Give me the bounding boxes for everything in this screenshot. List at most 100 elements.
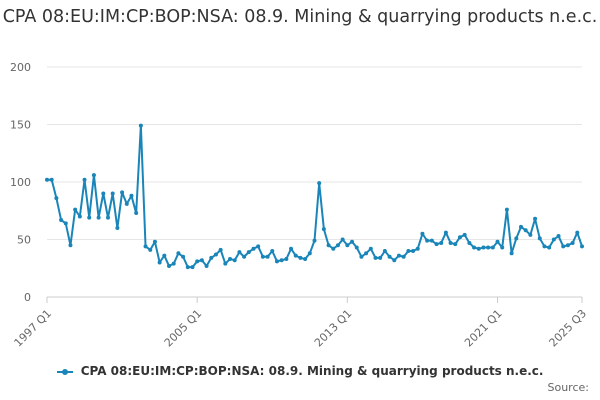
data-point[interactable] — [368, 246, 373, 251]
data-point[interactable] — [340, 237, 345, 242]
data-point[interactable] — [270, 249, 275, 253]
data-point[interactable] — [45, 177, 49, 182]
data-point[interactable] — [152, 239, 157, 244]
data-point[interactable] — [439, 240, 444, 245]
data-point[interactable] — [396, 253, 401, 258]
data-point[interactable] — [495, 239, 500, 244]
data-point[interactable] — [115, 226, 120, 230]
data-point[interactable] — [228, 257, 233, 262]
data-point[interactable] — [218, 247, 223, 252]
data-point[interactable] — [547, 245, 552, 250]
data-point[interactable] — [467, 240, 472, 245]
data-point[interactable] — [303, 257, 308, 262]
data-point[interactable] — [82, 177, 87, 182]
data-point[interactable] — [209, 255, 214, 260]
data-point[interactable] — [256, 244, 261, 249]
data-point[interactable] — [359, 254, 364, 259]
data-point[interactable] — [204, 263, 209, 268]
data-point[interactable] — [570, 240, 575, 245]
data-point[interactable] — [96, 215, 101, 220]
data-point[interactable] — [335, 243, 340, 248]
data-point[interactable] — [481, 245, 486, 250]
data-point[interactable] — [87, 215, 92, 220]
data-point[interactable] — [490, 245, 495, 250]
data-point[interactable] — [284, 257, 289, 262]
data-point[interactable] — [504, 207, 509, 212]
data-point[interactable] — [190, 265, 195, 270]
data-point[interactable] — [223, 261, 228, 266]
data-point[interactable] — [551, 237, 556, 242]
data-point[interactable] — [392, 258, 397, 263]
data-point[interactable] — [237, 250, 242, 255]
data-point[interactable] — [565, 243, 570, 248]
data-point[interactable] — [514, 236, 519, 241]
data-point[interactable] — [167, 263, 172, 268]
data-point[interactable] — [162, 253, 167, 258]
data-point[interactable] — [317, 181, 322, 186]
data-point[interactable] — [350, 239, 355, 244]
data-point[interactable] — [401, 254, 406, 259]
data-point[interactable] — [476, 246, 481, 251]
data-point[interactable] — [134, 211, 139, 216]
data-point[interactable] — [185, 265, 190, 270]
data-point[interactable] — [63, 221, 68, 226]
data-point[interactable] — [54, 196, 59, 201]
data-point[interactable] — [195, 259, 200, 264]
data-point[interactable] — [575, 230, 580, 235]
data-point[interactable] — [354, 245, 359, 250]
data-point[interactable] — [232, 258, 237, 263]
data-point[interactable] — [293, 253, 298, 258]
data-point[interactable] — [138, 123, 143, 128]
data-point[interactable] — [406, 249, 411, 253]
data-point[interactable] — [429, 238, 434, 243]
data-point[interactable] — [373, 255, 378, 260]
data-point[interactable] — [387, 254, 392, 259]
data-point[interactable] — [462, 232, 467, 237]
data-point[interactable] — [364, 251, 369, 256]
data-point[interactable] — [307, 251, 312, 256]
data-point[interactable] — [49, 177, 54, 182]
data-point[interactable] — [443, 230, 448, 235]
data-point[interactable] — [411, 249, 416, 253]
data-point[interactable] — [533, 216, 538, 221]
data-point[interactable] — [129, 193, 134, 198]
data-point[interactable] — [289, 246, 294, 251]
data-point[interactable] — [91, 173, 96, 178]
data-point[interactable] — [312, 238, 317, 243]
data-point[interactable] — [420, 231, 425, 236]
data-point[interactable] — [143, 244, 148, 249]
data-point[interactable] — [199, 258, 204, 263]
data-point[interactable] — [382, 249, 387, 253]
legend[interactable]: CPA 08:EU:IM:CP:BOP:NSA: 08.9. Mining & … — [0, 364, 600, 378]
data-point[interactable] — [279, 258, 284, 263]
data-point[interactable] — [448, 240, 453, 245]
data-point[interactable] — [378, 255, 383, 260]
data-point[interactable] — [326, 243, 331, 248]
data-point[interactable] — [242, 254, 247, 259]
data-point[interactable] — [68, 243, 73, 248]
data-point[interactable] — [345, 243, 350, 248]
data-point[interactable] — [509, 251, 514, 256]
data-point[interactable] — [251, 246, 256, 251]
data-point[interactable] — [472, 245, 477, 250]
data-point[interactable] — [120, 190, 125, 195]
data-point[interactable] — [537, 236, 542, 241]
data-point[interactable] — [425, 238, 430, 243]
data-point[interactable] — [518, 224, 523, 229]
data-point[interactable] — [265, 254, 270, 259]
data-point[interactable] — [274, 259, 279, 264]
data-point[interactable] — [124, 201, 129, 206]
data-point[interactable] — [110, 191, 115, 196]
data-point[interactable] — [457, 235, 462, 240]
data-point[interactable] — [500, 245, 505, 250]
data-point[interactable] — [415, 246, 420, 251]
data-point[interactable] — [181, 254, 186, 259]
data-point[interactable] — [213, 252, 218, 257]
data-point[interactable] — [556, 234, 561, 239]
data-point[interactable] — [580, 244, 584, 249]
data-point[interactable] — [523, 228, 528, 233]
data-point[interactable] — [176, 251, 181, 256]
data-point[interactable] — [434, 242, 439, 247]
data-point[interactable] — [298, 255, 303, 260]
data-point[interactable] — [528, 232, 533, 237]
